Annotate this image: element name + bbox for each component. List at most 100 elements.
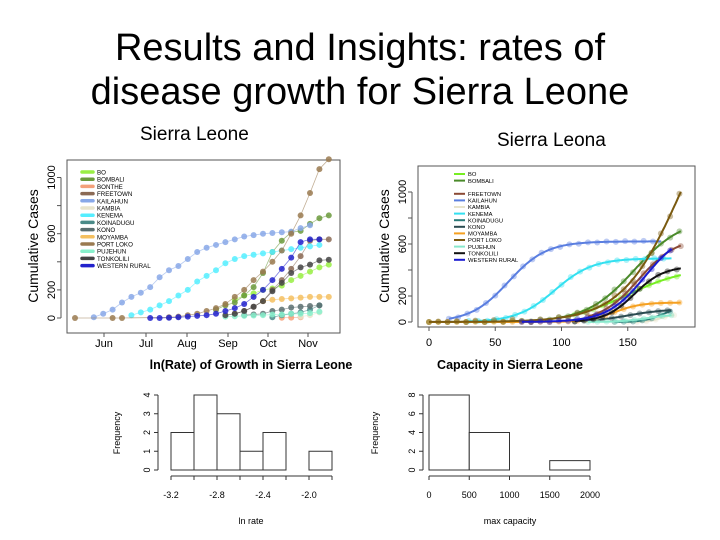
data-point [119,299,125,306]
data-point [222,312,229,319]
data-point [156,302,163,309]
data-point [297,294,304,301]
histogram-title: Capacity in Sierra Leone [437,358,583,372]
y-tick-label: 0 [407,467,417,472]
data-point [203,272,210,279]
data-point [241,312,248,319]
data-point [297,303,304,310]
data-point [250,232,257,239]
y-tick-label: 3 [142,411,152,416]
data-point [241,300,248,307]
data-point [213,241,219,248]
data-point [156,315,163,321]
x-tick-label: 500 [462,490,477,500]
fit-curve [521,248,673,323]
data-point [260,312,266,319]
legend-label: BOMBALI [97,177,125,184]
histogram-bar [193,394,218,471]
legend-label: WESTERN RURAL [468,258,519,264]
legend-label: PUJEHUN [97,249,126,256]
right-chart-caption: Sierra Leona [497,130,606,151]
data-point [288,270,295,277]
data-point [231,255,238,262]
data-point [241,253,248,260]
x-tick-label: 150 [619,337,637,349]
data-point [147,306,154,313]
data-point [288,254,295,261]
x-axis-label: ln rate [238,516,263,526]
x-tick-label: Sep [218,338,238,350]
y-tick-label: 2 [407,449,417,454]
data-point [166,267,172,274]
data-point [119,315,125,321]
data-point [288,295,295,302]
data-point [316,308,323,315]
data-point [184,255,191,262]
legend-label: KOINADUGU [468,218,503,224]
series-kenema [128,241,323,319]
data-point [269,311,276,318]
data-point [260,268,266,275]
data-point [231,299,238,306]
y-tick-label: 4 [142,392,152,397]
fit-curve [468,257,672,323]
data-point [269,229,276,236]
data-point [147,315,154,321]
data-point [250,284,257,291]
data-point [222,307,229,314]
x-tick-label: 2000 [580,490,600,500]
data-point [137,309,144,316]
x-tick-label: Nov [298,338,318,350]
data-point [307,303,313,310]
data-point [250,293,257,300]
x-tick-label: Jul [139,338,153,350]
data-point [316,264,323,271]
legend-label: FREETOWN [97,191,132,198]
data-point [278,229,285,236]
data-point [316,236,323,243]
data-point [194,248,201,255]
histogram-bar [239,450,264,471]
x-tick-label: -2.0 [301,490,317,500]
legend-label: PORT LOKO [97,242,133,249]
data-point [288,310,295,317]
data-point [203,312,210,319]
fit-curve [429,191,682,323]
data-point [194,312,201,319]
legend-label: WESTERN RURAL [97,263,151,270]
histogram-bar [549,460,591,471]
data-point [184,313,191,320]
data-point [241,307,248,314]
y-tick-label: 0 [142,467,152,472]
data-point [137,289,144,296]
y-tick-label: 600 [397,235,409,253]
data-point [278,311,285,318]
legend-label: BO [468,172,477,178]
data-point [316,257,323,264]
data-point [269,277,276,284]
slide-title-line-2: disease growth for Sierra Leone [90,71,630,113]
data-point [297,264,304,271]
data-point [269,248,276,255]
y-axis-label: Cumulative Cases [25,189,41,303]
y-tick-label: 2 [142,430,152,435]
data-point [231,236,238,243]
data-point [269,288,276,295]
histogram-bar [262,432,287,471]
series-western-rural [518,247,674,325]
legend-label: KENEMA [468,212,493,218]
legend-label: TONKOLILI [468,251,499,257]
data-point [156,274,163,281]
slide-title-line-1: Results and Insights: rates of [114,27,606,69]
data-point [250,312,257,319]
y-tick-label: 0 [46,315,58,321]
legend-label: KAMBIA [97,206,121,213]
legend-label: FREETOWN [468,192,501,198]
legend-label: KOINADUGU [97,220,134,227]
legend-label: MOYAMBA [468,232,497,238]
data-point [260,298,266,305]
cumulative-by-capacity-chart: Cumulative Cases 0 200 600 1000 0 50 100 150 B… [376,165,696,349]
data-point [278,296,285,303]
histogram-title: ln(Rate) of Growth in Sierra Leone [150,358,353,372]
